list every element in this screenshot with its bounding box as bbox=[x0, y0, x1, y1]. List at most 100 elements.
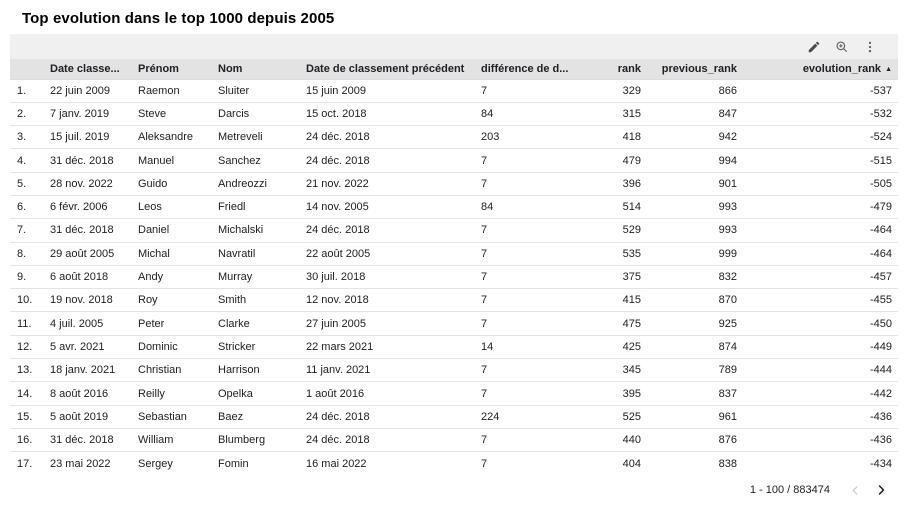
cell-date-classement: 7 janv. 2019 bbox=[50, 102, 138, 127]
cell-row-number: 5. bbox=[10, 172, 50, 196]
cell-previous-rank: 838 bbox=[718, 457, 737, 470]
cell-rank: 315 bbox=[593, 102, 645, 127]
column-header-label: Date de classement précédent bbox=[306, 62, 465, 75]
pagination: 1 - 100 / 883474 bbox=[0, 479, 906, 501]
next-page-button[interactable] bbox=[868, 480, 894, 500]
cell-evolution-rank: -537 bbox=[741, 79, 898, 103]
cell-prenom: Dominic bbox=[138, 335, 218, 360]
column-header-date-classement-precedent[interactable]: Date de classement précédent bbox=[306, 59, 481, 80]
cell-difference-de-d: 7 bbox=[481, 381, 593, 406]
column-header-previous-rank[interactable]: previous_rank bbox=[645, 59, 741, 80]
cell-previous-rank: 870 bbox=[645, 288, 741, 313]
cell-nom: Smith bbox=[218, 288, 306, 313]
cell-date-classement-precedent: 11 janv. 2021 bbox=[306, 358, 481, 383]
cell-nom: Baez bbox=[218, 405, 306, 429]
cell-date-classement-precedent: 12 nov. 2018 bbox=[306, 288, 481, 313]
column-header-prenom[interactable]: Prénom bbox=[138, 59, 218, 80]
cell-date-classement-precedent: 27 juin 2005 bbox=[306, 311, 481, 336]
cell-difference-de-d: 203 bbox=[481, 125, 593, 150]
cell-difference-de-d: 7 bbox=[481, 358, 593, 383]
table-row: 13. 18 janv. 2021 Christian Harrison 11 janv… bbox=[10, 358, 898, 383]
cell-date-classement: 6 févr. 2006 bbox=[50, 195, 138, 220]
cell-row-number: 7. bbox=[10, 218, 50, 243]
column-header-row-number[interactable] bbox=[10, 59, 50, 80]
cell-date-classement: 18 janv. 2021 bbox=[50, 358, 138, 383]
cell-date-classement-precedent: 15 oct. 2018 bbox=[306, 102, 481, 127]
cell-row-number: 1. bbox=[10, 79, 50, 103]
cell-evolution-rank: -464 bbox=[741, 242, 898, 266]
cell-previous-rank: 874 bbox=[645, 335, 741, 360]
cell-date-classement: 6 août 2018 bbox=[50, 265, 138, 290]
cell-row-number: 3. bbox=[10, 125, 50, 150]
cell-date-classement: 5 août 2019 bbox=[50, 405, 138, 429]
cell-prenom: Manuel bbox=[138, 148, 218, 173]
cell-difference-de-d: 7 bbox=[481, 457, 488, 470]
cell-date-classement-precedent: 24 déc. 2018 bbox=[306, 125, 481, 150]
previous-page-button[interactable] bbox=[842, 480, 868, 500]
cell-evolution-rank: -436 bbox=[741, 428, 898, 453]
table-chart: Date classe... Prénom Nom Date de classemen… bbox=[10, 34, 898, 476]
cell-evolution-rank: -464 bbox=[741, 218, 898, 243]
cell-prenom: Leos bbox=[138, 195, 218, 220]
table-header: Date classe... Prénom Nom Date de classemen… bbox=[10, 59, 898, 80]
cell-rank: 404 bbox=[622, 457, 641, 470]
column-header-date-classement[interactable]: Date classe... bbox=[50, 59, 138, 80]
cell-row-number: 15. bbox=[10, 405, 50, 429]
column-header-nom[interactable]: Nom bbox=[218, 59, 306, 80]
cell-previous-rank: 789 bbox=[645, 358, 741, 383]
cell-nom: Clarke bbox=[218, 311, 306, 336]
cell-rank: 415 bbox=[593, 288, 645, 313]
cell-date-classement: 28 nov. 2022 bbox=[50, 172, 138, 196]
cell-date-classement: 5 avr. 2021 bbox=[50, 335, 138, 360]
cell-previous-rank: 994 bbox=[645, 148, 741, 173]
cell-previous-rank: 876 bbox=[645, 428, 741, 453]
explore-button[interactable] bbox=[828, 36, 856, 58]
cell-nom: Stricker bbox=[218, 335, 306, 360]
column-header-rank[interactable]: rank bbox=[593, 59, 645, 80]
column-header-difference-de-d[interactable]: différence de d... bbox=[481, 59, 593, 80]
cell-row-number: 6. bbox=[10, 195, 50, 220]
cell-date-classement-precedent: 14 nov. 2005 bbox=[306, 195, 481, 220]
cell-row-number: 4. bbox=[10, 148, 50, 173]
chart-toolbar bbox=[10, 34, 898, 59]
cell-rank: 418 bbox=[593, 125, 645, 150]
cell-row-number: 9. bbox=[10, 265, 50, 290]
cell-prenom: Christian bbox=[138, 358, 218, 383]
table-body: 1. 22 juin 2009 Raemon Sluiter 15 juin 2009 7… bbox=[10, 79, 898, 476]
cell-difference-de-d: 7 bbox=[481, 218, 593, 243]
cell-rank: 345 bbox=[593, 358, 645, 383]
cell-date-classement-precedent: 22 août 2005 bbox=[306, 242, 481, 266]
cell-nom: Friedl bbox=[218, 195, 306, 220]
cell-row-number: 11. bbox=[10, 311, 50, 336]
column-header-label: Date classe... bbox=[50, 62, 120, 75]
cell-prenom: Peter bbox=[138, 311, 218, 336]
chevron-right-icon bbox=[875, 484, 887, 496]
cell-previous-rank: 925 bbox=[645, 311, 741, 336]
cell-nom: Sluiter bbox=[218, 79, 306, 103]
cell-prenom: Andy bbox=[138, 265, 218, 290]
cell-nom: Fomin bbox=[218, 457, 249, 470]
cell-difference-de-d: 7 bbox=[481, 311, 593, 336]
cell-difference-de-d: 84 bbox=[481, 195, 593, 220]
cell-evolution-rank: -449 bbox=[741, 335, 898, 360]
sort-ascending-icon: ▲ bbox=[885, 65, 892, 73]
cell-nom: Darcis bbox=[218, 102, 306, 127]
cell-date-classement: 15 juil. 2019 bbox=[50, 125, 138, 150]
table-row: 2. 7 janv. 2019 Steve Darcis 15 oct. 2018 84 3… bbox=[10, 102, 898, 127]
cell-difference-de-d: 7 bbox=[481, 288, 593, 313]
cell-date-classement: 4 juil. 2005 bbox=[50, 311, 138, 336]
column-header-evolution-rank[interactable]: evolution_rank ▲ bbox=[741, 59, 898, 80]
cell-date-classement: 19 nov. 2018 bbox=[50, 288, 138, 313]
cell-row-number: 10. bbox=[10, 288, 50, 313]
cell-evolution-rank: -515 bbox=[741, 148, 898, 173]
cell-rank: 395 bbox=[593, 381, 645, 406]
cell-previous-rank: 961 bbox=[645, 405, 741, 429]
edit-button[interactable] bbox=[800, 36, 828, 58]
table-row: 17. 23 mai 2022 Sergey Fomin 16 mai 2022 7 404… bbox=[10, 451, 898, 476]
cell-date-classement-precedent: 24 déc. 2018 bbox=[306, 428, 481, 453]
cell-prenom: Steve bbox=[138, 102, 218, 127]
cell-date-classement: 31 déc. 2018 bbox=[50, 218, 138, 243]
cell-prenom: Aleksandre bbox=[138, 125, 218, 150]
cell-date-classement-precedent: 22 mars 2021 bbox=[306, 335, 481, 360]
more-options-button[interactable] bbox=[856, 36, 884, 58]
